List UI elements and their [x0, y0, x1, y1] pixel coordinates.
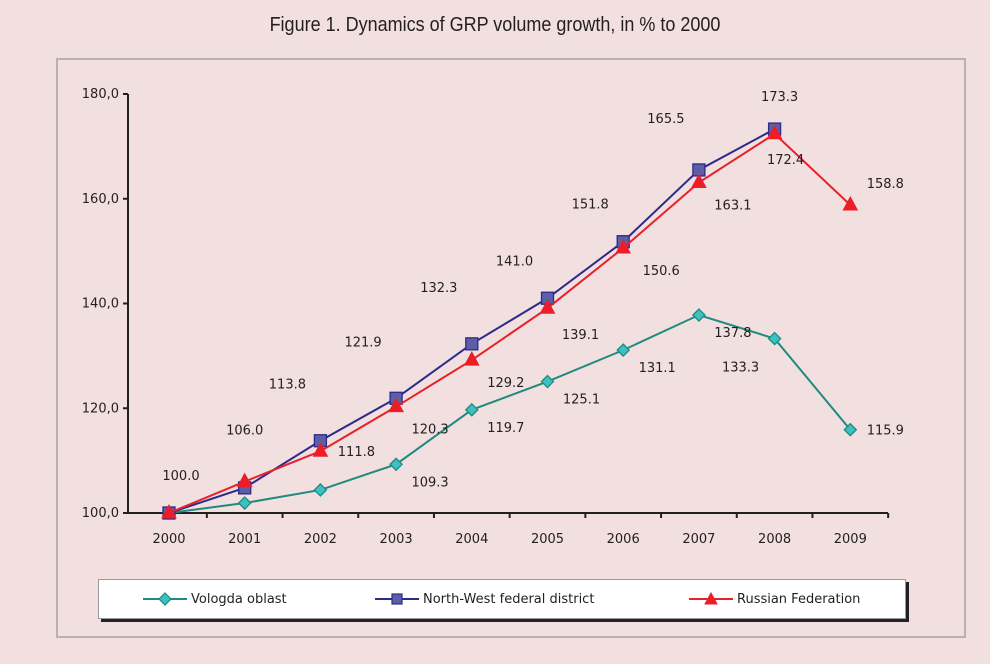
- triangle-marker: [842, 195, 859, 211]
- x-tick-label: 2008: [758, 532, 791, 547]
- diamond-marker: [767, 331, 782, 346]
- data-label: 141.0: [496, 254, 533, 269]
- data-label: 132.3: [420, 281, 457, 296]
- square-marker: [465, 337, 479, 351]
- series-group: [161, 122, 859, 520]
- diamond-marker: [237, 496, 252, 510]
- data-label: 131.1: [639, 361, 676, 376]
- legend-label: Russian Federation: [737, 591, 861, 607]
- square-marker-icon: [375, 593, 419, 605]
- data-label: 113.8: [269, 378, 306, 393]
- triangle-marker: [312, 442, 329, 457]
- data-labels: 109.3 119.7 125.1 131.1 137.8 133.3 115.9 100.0…: [162, 90, 904, 490]
- data-label: 100.0: [162, 469, 199, 484]
- x-tick-label: 2006: [607, 532, 640, 547]
- x-tick-label: 2003: [380, 532, 413, 547]
- data-label: 139.1: [562, 328, 599, 343]
- data-label: 106.0: [226, 424, 263, 439]
- triangle-marker-icon: [689, 592, 733, 605]
- legend-item-north-west: North-West federal district: [375, 580, 594, 618]
- data-label: 133.3: [722, 361, 759, 376]
- legend-label: Vologda oblast: [191, 591, 287, 607]
- data-label: 109.3: [411, 475, 448, 490]
- data-label: 150.6: [643, 264, 680, 279]
- data-label: 129.2: [487, 376, 524, 391]
- figure-title: Figure 1. Dynamics of GRP volume growth,…: [269, 14, 721, 36]
- diamond-marker: [389, 457, 404, 472]
- series-line-2: [168, 132, 851, 514]
- triangle-marker: [161, 503, 177, 519]
- diamond-marker: [464, 402, 479, 417]
- data-label: 151.8: [572, 198, 609, 213]
- triangle-marker: [615, 238, 632, 254]
- diamond-marker: [843, 422, 858, 437]
- y-tick-label: 160,0: [82, 192, 119, 207]
- data-label: 115.9: [867, 424, 904, 439]
- diamond-marker: [313, 483, 328, 497]
- x-tick-label: 2007: [682, 532, 715, 547]
- legend: Vologda oblast North-West federal distri…: [98, 579, 906, 619]
- triangle-marker: [463, 351, 480, 366]
- x-tick-label: 2000: [152, 532, 185, 547]
- data-label: 158.8: [867, 177, 904, 192]
- diamond-marker: [540, 374, 555, 389]
- diamond-marker-icon: [143, 592, 187, 606]
- triangle-marker: [766, 124, 783, 140]
- data-label: 165.5: [647, 112, 684, 127]
- x-tick-label: 2001: [228, 532, 261, 547]
- x-tick-label: 2002: [304, 532, 337, 547]
- x-tick-label: 2005: [531, 532, 564, 547]
- y-tick-label: 180,0: [82, 87, 119, 102]
- data-label: 172.4: [767, 153, 804, 168]
- y-tick-label: 120,0: [82, 401, 119, 416]
- diamond-marker: [616, 343, 631, 358]
- x-tick-label: 2004: [455, 532, 488, 547]
- triangle-marker: [236, 472, 253, 488]
- y-tick-label: 140,0: [82, 297, 119, 312]
- data-label: 121.9: [344, 335, 381, 350]
- triangle-marker: [388, 397, 404, 413]
- legend-label: North-West federal district: [423, 591, 595, 607]
- legend-item-vologda: Vologda oblast: [143, 580, 287, 618]
- data-label: 137.8: [714, 326, 751, 341]
- data-label: 125.1: [563, 393, 600, 408]
- diamond-marker: [691, 308, 706, 322]
- data-label: 120.3: [411, 423, 448, 438]
- triangle-marker: [691, 173, 707, 189]
- data-label: 119.7: [487, 421, 524, 436]
- data-label: 173.3: [761, 90, 798, 105]
- triangle-marker: [539, 299, 556, 314]
- data-label: 163.1: [714, 199, 751, 214]
- x-tick-label: 2009: [834, 532, 867, 547]
- data-label: 111.8: [338, 445, 375, 460]
- axes: 100,0 120,0 140,0 160,0 180,0 2000 2001 2002 200…: [82, 87, 890, 547]
- y-tick-label: 100,0: [82, 506, 119, 521]
- series-line-0: [168, 313, 852, 514]
- chart-frame: [56, 58, 966, 638]
- legend-item-russian-federation: Russian Federation: [689, 580, 860, 618]
